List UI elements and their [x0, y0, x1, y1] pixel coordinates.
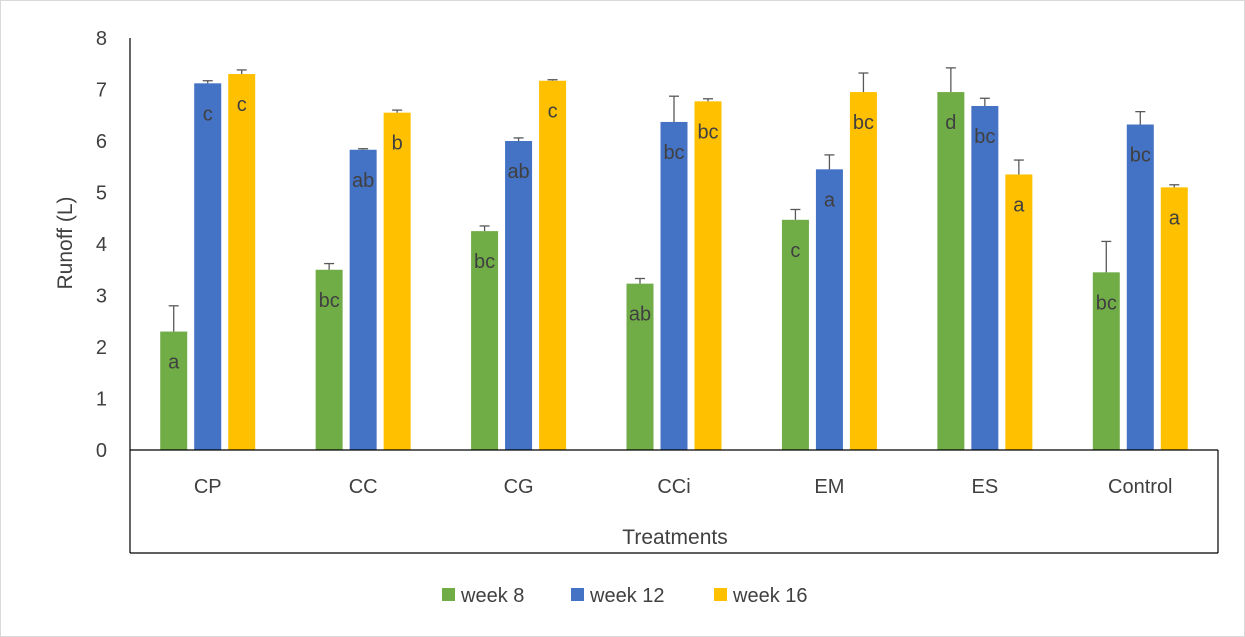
y-tick-label: 8 — [96, 28, 107, 50]
x-axis-title: Treatments — [622, 526, 727, 549]
bar — [349, 149, 377, 450]
x-axis-ticks: CP CC CG CCi EM ES Control — [194, 476, 1173, 498]
bars — [160, 74, 1188, 451]
y-tick-label: 7 — [96, 80, 107, 102]
bar-data-label: bc — [697, 121, 718, 143]
legend-swatch — [571, 588, 584, 601]
x-tick-label: CG — [504, 476, 534, 498]
bar-data-label: a — [824, 189, 836, 211]
bar — [781, 219, 809, 450]
bar — [160, 331, 188, 450]
bar-data-label: a — [1169, 207, 1181, 229]
bar — [1092, 272, 1120, 450]
bar-data-label: bc — [663, 142, 684, 164]
bar-data-label: c — [237, 94, 247, 116]
bar — [383, 112, 411, 451]
legend-label: week 12 — [589, 585, 665, 607]
bar-data-label: a — [168, 352, 180, 374]
bar — [194, 83, 222, 450]
bar-data-label: bc — [1130, 145, 1151, 167]
bar — [626, 283, 654, 450]
bar — [815, 169, 843, 450]
legend-swatch — [714, 588, 727, 601]
x-tick-label: EM — [814, 476, 844, 498]
y-tick-label: 3 — [96, 286, 107, 308]
legend-swatch — [442, 588, 455, 601]
y-tick-label: 0 — [96, 440, 107, 462]
bar — [1005, 174, 1033, 450]
legend-label: week 16 — [732, 585, 808, 607]
bar-data-label: c — [790, 240, 800, 262]
bar — [660, 121, 688, 450]
bar-data-label: bc — [853, 112, 874, 134]
error-bars — [168, 67, 1180, 332]
bar — [505, 141, 533, 450]
y-axis-ticks: 0 1 2 3 4 5 6 7 8 — [96, 28, 107, 462]
bar — [694, 101, 722, 450]
legend: week 8 week 12 week 16 — [442, 585, 808, 607]
bar — [471, 231, 499, 450]
bar — [315, 269, 343, 450]
y-axis-title: Runoff (L) — [54, 197, 77, 290]
x-tick-label: Control — [1108, 476, 1172, 498]
bar — [228, 74, 256, 451]
bar-data-label: d — [945, 112, 956, 134]
x-tick-label: ES — [972, 476, 999, 498]
y-tick-label: 2 — [96, 337, 107, 359]
x-tick-label: CC — [349, 476, 378, 498]
bar — [937, 92, 965, 450]
bar-data-label: a — [1013, 194, 1025, 216]
y-tick-label: 6 — [96, 131, 107, 153]
bar-data-label: ab — [507, 161, 529, 183]
bar — [849, 92, 877, 450]
y-tick-label: 1 — [96, 389, 107, 411]
bar-data-label: bc — [474, 251, 495, 273]
bar-data-label: bc — [1096, 292, 1117, 314]
x-tick-label: CCi — [657, 476, 690, 498]
bar — [1160, 187, 1188, 450]
bar-data-label: c — [203, 103, 213, 125]
bar-data-label: ab — [352, 170, 374, 192]
bar — [1126, 124, 1154, 451]
y-tick-label: 4 — [96, 234, 107, 256]
bar-data-label: ab — [629, 304, 651, 326]
bar — [539, 80, 567, 451]
legend-label: week 8 — [460, 585, 524, 607]
x-tick-label: CP — [194, 476, 222, 498]
bar — [971, 105, 999, 450]
bar-data-label: b — [392, 133, 403, 155]
bar-data-label: c — [548, 101, 558, 123]
bar-data-label: bc — [974, 126, 995, 148]
y-tick-label: 5 — [96, 183, 107, 205]
bar-data-label: bc — [319, 290, 340, 312]
